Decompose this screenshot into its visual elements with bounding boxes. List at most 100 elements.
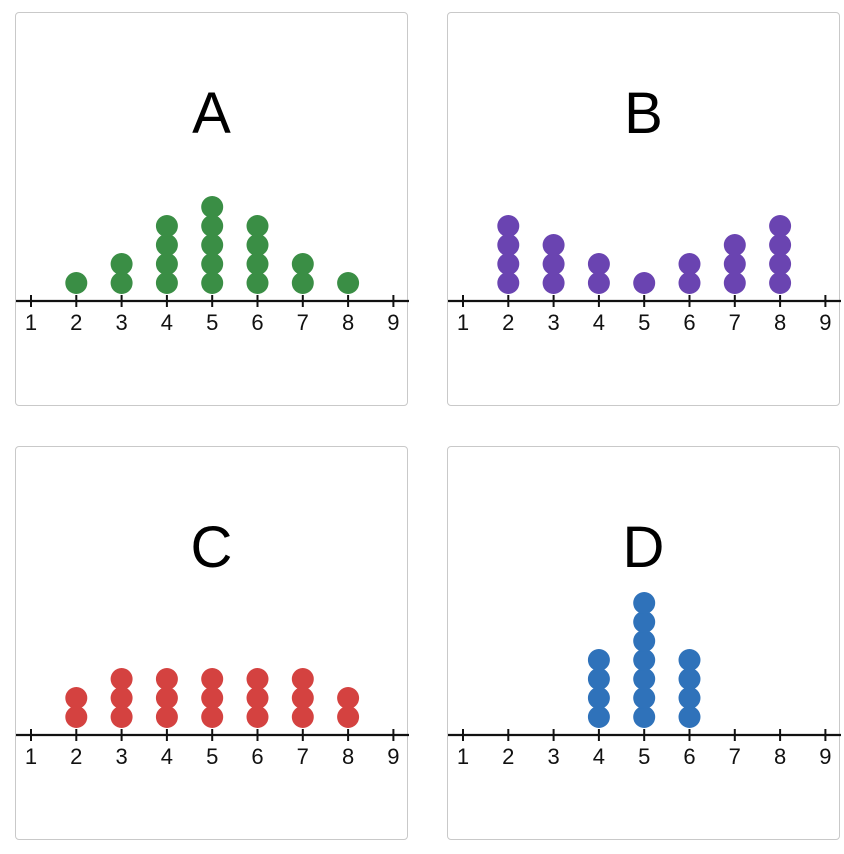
data-dot — [633, 706, 656, 728]
x-tick-label: 8 — [774, 744, 786, 769]
data-dot — [291, 272, 314, 294]
data-dot — [497, 215, 520, 237]
x-tick-label: 3 — [115, 310, 127, 335]
data-dot — [110, 687, 133, 709]
x-tick-label: 9 — [387, 744, 399, 769]
data-dot — [587, 272, 610, 294]
data-dot — [587, 706, 610, 728]
data-dot — [291, 706, 314, 728]
data-dot — [678, 668, 701, 690]
data-dot — [201, 272, 224, 294]
data-dot — [246, 668, 269, 690]
chart-title: A — [192, 81, 231, 146]
data-dot — [246, 272, 269, 294]
x-tick-label: 7 — [729, 744, 741, 769]
x-tick-label: 2 — [70, 310, 82, 335]
x-tick-label: 3 — [547, 744, 559, 769]
data-dot — [587, 253, 610, 275]
data-dot — [497, 234, 520, 256]
data-dot — [723, 234, 746, 256]
data-dot — [201, 668, 224, 690]
x-tick-label: 6 — [683, 310, 695, 335]
dot-plot-panel-a: A 1 2 3 4 5 6 7 8 9 — [15, 12, 409, 406]
data-dot — [678, 253, 701, 275]
data-dot — [633, 272, 656, 294]
data-dot — [291, 253, 314, 275]
data-dot — [678, 272, 701, 294]
data-dot — [678, 706, 701, 728]
chart-title: B — [624, 81, 663, 146]
data-dot — [201, 196, 224, 218]
x-tick-label: 7 — [297, 310, 309, 335]
x-tick-label: 6 — [251, 744, 263, 769]
x-tick-label: 4 — [161, 744, 173, 769]
x-tick-label: 5 — [638, 310, 650, 335]
x-tick-label: 2 — [502, 310, 514, 335]
data-dot — [633, 611, 656, 633]
dot-plot-d: 1 2 3 4 5 6 7 8 9 — [448, 592, 841, 769]
data-dot — [337, 687, 360, 709]
data-dot — [337, 272, 360, 294]
data-dot — [587, 668, 610, 690]
x-tick-label: 3 — [547, 310, 559, 335]
data-dot — [587, 687, 610, 709]
x-tick-label: 9 — [819, 744, 831, 769]
x-tick-label: 1 — [457, 744, 469, 769]
x-tick-label: 5 — [206, 744, 218, 769]
x-tick-label: 4 — [593, 310, 605, 335]
data-dot — [155, 215, 178, 237]
data-dot — [246, 215, 269, 237]
data-dot — [201, 215, 224, 237]
data-dot — [155, 253, 178, 275]
x-tick-label: 7 — [297, 744, 309, 769]
x-tick-label: 2 — [502, 744, 514, 769]
data-dot — [678, 649, 701, 671]
data-dot — [201, 687, 224, 709]
data-dot — [769, 253, 792, 275]
data-dot — [65, 687, 88, 709]
data-dot — [155, 668, 178, 690]
data-dot — [65, 272, 88, 294]
dot-plot-c: 1 2 3 4 5 6 7 8 9 — [16, 668, 409, 769]
data-dot — [246, 706, 269, 728]
data-dot — [155, 272, 178, 294]
data-dot — [155, 687, 178, 709]
dot-plot-a: 1 2 3 4 5 6 7 8 9 — [16, 196, 409, 335]
data-dot — [723, 253, 746, 275]
x-tick-label: 5 — [638, 744, 650, 769]
data-dot — [497, 253, 520, 275]
dot-plot-panel-b: B 1 2 3 4 5 6 7 8 9 — [447, 12, 841, 406]
data-dot — [110, 706, 133, 728]
data-dot — [633, 668, 656, 690]
dot-plot-panel-c: C 1 2 3 4 5 6 7 8 9 — [15, 446, 409, 840]
data-dot — [769, 234, 792, 256]
data-dot — [587, 649, 610, 671]
data-dot — [65, 706, 88, 728]
data-dot — [633, 630, 656, 652]
x-tick-label: 8 — [774, 310, 786, 335]
data-dot — [155, 706, 178, 728]
data-dot — [542, 272, 565, 294]
data-dot — [291, 687, 314, 709]
data-dot — [769, 272, 792, 294]
x-tick-label: 6 — [683, 744, 695, 769]
data-dot — [291, 668, 314, 690]
data-dot — [769, 215, 792, 237]
data-dot — [110, 253, 133, 275]
x-tick-label: 1 — [457, 310, 469, 335]
data-dot — [201, 706, 224, 728]
data-dot — [110, 668, 133, 690]
x-tick-label: 4 — [593, 744, 605, 769]
chart-title: D — [622, 515, 665, 580]
dot-plot-b: 1 2 3 4 5 6 7 8 9 — [448, 215, 841, 335]
x-tick-label: 1 — [25, 744, 37, 769]
data-dot — [201, 253, 224, 275]
x-tick-label: 4 — [161, 310, 173, 335]
x-tick-label: 6 — [251, 310, 263, 335]
data-dot — [542, 234, 565, 256]
data-dot — [542, 253, 565, 275]
x-tick-label: 5 — [206, 310, 218, 335]
data-dot — [633, 649, 656, 671]
chart-title: C — [190, 515, 233, 580]
x-tick-label: 1 — [25, 310, 37, 335]
